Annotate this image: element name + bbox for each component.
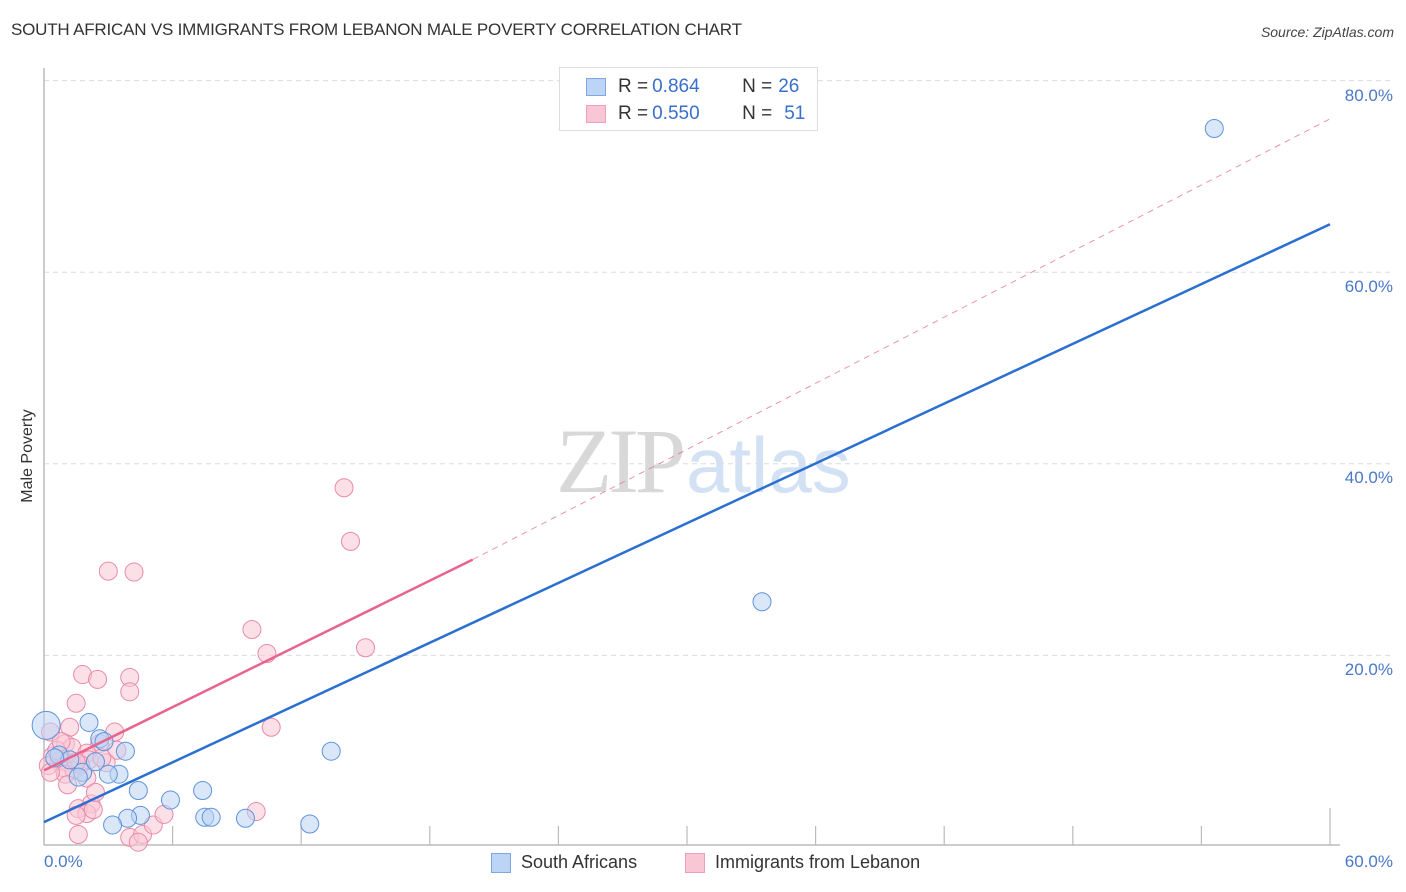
n-label: N = (742, 76, 773, 97)
blue-swatch-icon (491, 852, 511, 873)
stats-row-lebanon: R = 0.550 N = 51 (586, 102, 805, 126)
legend-item-south-africans[interactable]: South Africans (491, 852, 637, 873)
legend-item-lebanon[interactable]: Immigrants from Lebanon (685, 852, 920, 873)
r-label: R = (618, 103, 649, 124)
stats-row-south-africans: R = 0.864 N = 26 (586, 75, 799, 99)
r-label: R = (618, 76, 649, 97)
series-south-africans-points (31, 119, 1224, 835)
blue-swatch-icon (586, 78, 606, 96)
y-tick-60: 60.0% (1344, 277, 1393, 296)
chart-legend: South Africans Immigrants from Lebanon (0, 852, 1406, 878)
source-label: Source: ZipAtlas.com (1260, 24, 1394, 40)
y-tick-40: 40.0% (1344, 468, 1393, 487)
x-tick-60: 60.0% (1344, 852, 1393, 871)
gridlines (44, 80, 1390, 656)
pink-swatch-icon (685, 852, 705, 873)
correlation-stats-box: R = 0.864 N = 26 R = 0.550 N = 51 (559, 67, 818, 131)
x-tick-0: 0.0% (44, 852, 83, 871)
y-tick-20: 20.0% (1344, 660, 1393, 679)
legend-label: Immigrants from Lebanon (715, 852, 921, 872)
legend-label: South Africans (521, 852, 638, 872)
y-tick-80: 80.0% (1344, 86, 1393, 105)
n-label: N = (742, 103, 773, 124)
trend-lines (43, 118, 1331, 824)
r-value: 0.864 (652, 76, 700, 97)
pink-swatch-icon (586, 105, 606, 123)
n-value: 26 (778, 76, 800, 97)
axes (43, 68, 1340, 846)
n-value: 51 (784, 103, 806, 124)
r-value: 0.550 (652, 103, 700, 124)
chart-title: SOUTH AFRICAN VS IMMIGRANTS FROM LEBANON… (11, 20, 742, 39)
